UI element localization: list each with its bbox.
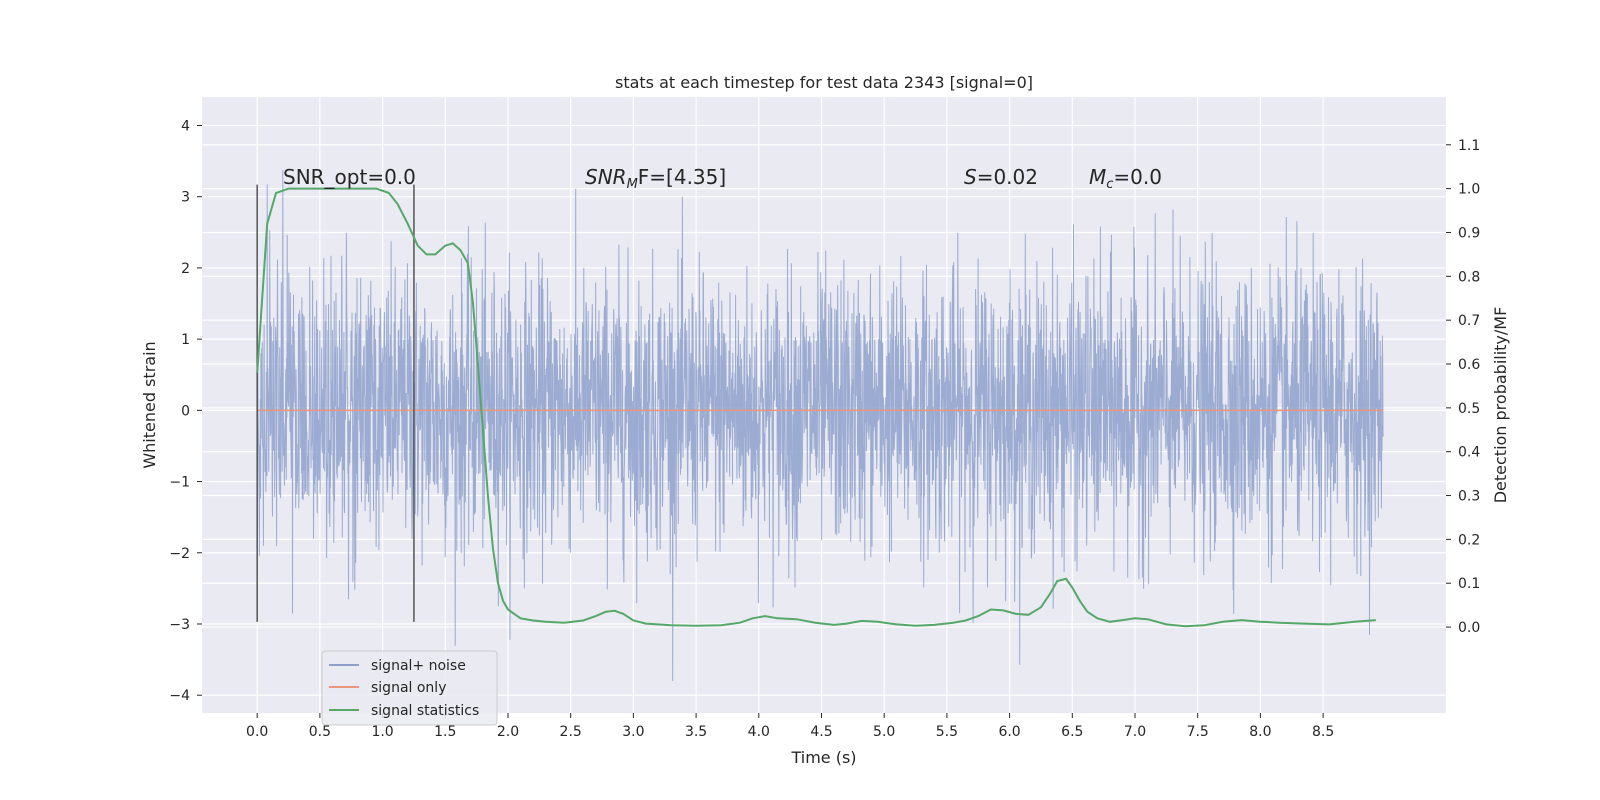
x-tick-label: 1.5 xyxy=(434,724,456,740)
x-tick-label: 7.5 xyxy=(1187,724,1209,740)
annotation-mc-subscript: c xyxy=(1106,177,1113,192)
y-right-tick-label: 0.7 xyxy=(1458,313,1480,329)
annotation-snr-mf-symbol: SNR xyxy=(585,165,627,189)
y-tick-label: 1 xyxy=(181,332,190,348)
x-tick-label: 6.5 xyxy=(1061,724,1083,740)
x-tick-label: 6.0 xyxy=(998,724,1020,740)
x-tick-label: 7.0 xyxy=(1124,724,1146,740)
y-right-tick-label: 0.1 xyxy=(1458,576,1480,592)
annotation-snr-mf: SNRMF=[4.35] xyxy=(585,165,726,192)
y-right-axis-label: Detection probability/MF xyxy=(1491,307,1510,504)
tick-labels: 0.0 0.5 1.0 1.5 2.0 2.5 3.0 3.5 4.0 4.5 5.0 5.5 6.0 6… xyxy=(169,118,1480,740)
y-right-tick-label: 0.9 xyxy=(1458,225,1480,241)
x-tick-label: 2.5 xyxy=(560,724,582,740)
legend-label-signal-noise: signal+ noise xyxy=(371,658,466,674)
y-tick-label: −3 xyxy=(169,617,190,633)
series-signal-statistics xyxy=(256,187,1376,628)
noise-series xyxy=(256,170,1384,682)
x-tick-label: 2.0 xyxy=(497,724,519,740)
x-tick-label: 1.0 xyxy=(371,724,393,740)
x-tick-label: 4.0 xyxy=(748,724,770,740)
annotation-s-symbol: S xyxy=(964,165,977,189)
y-tick-label: 4 xyxy=(181,118,190,134)
annotation-s-value: =0.02 xyxy=(977,165,1038,189)
legend-box xyxy=(321,650,498,726)
y-right-tick-label: 1.0 xyxy=(1458,182,1480,198)
annotation-snr-mf-subscript: M xyxy=(627,177,638,192)
legend: signal+ noise signal only signal statist… xyxy=(321,650,498,726)
x-tick-label: 5.0 xyxy=(873,724,895,740)
y-axis-label: Whitened strain xyxy=(140,341,159,468)
x-tick-label: 3.0 xyxy=(622,724,644,740)
line-series xyxy=(256,184,1384,628)
x-tick-label: 3.5 xyxy=(685,724,707,740)
y-tick-label: 2 xyxy=(181,261,190,277)
x-tick-label: 8.5 xyxy=(1312,724,1334,740)
x-tick-label: 8.0 xyxy=(1249,724,1271,740)
y-right-tick-label: 0.0 xyxy=(1458,620,1480,636)
y-right-tick-label: 0.2 xyxy=(1458,532,1480,548)
y-tick-label: 0 xyxy=(181,403,190,419)
x-tick-label: 4.5 xyxy=(810,724,832,740)
legend-label-signal-statistics: signal statistics xyxy=(371,703,479,719)
x-axis-label: Time (s) xyxy=(790,748,856,767)
annotation-mc: Mc=0.0 xyxy=(1089,165,1162,192)
annotation-snr-mf-value: F=[4.35] xyxy=(638,165,726,189)
y-tick-label: −4 xyxy=(169,688,190,704)
y-right-tick-label: 0.5 xyxy=(1458,401,1480,417)
x-tick-label: 0.0 xyxy=(246,724,268,740)
x-tick-label: 5.5 xyxy=(936,724,958,740)
y-right-tick-label: 0.4 xyxy=(1458,445,1480,461)
y-right-tick-label: 0.3 xyxy=(1458,489,1480,505)
annotation-s: S=0.02 xyxy=(964,165,1038,189)
y-tick-label: −1 xyxy=(169,475,190,491)
legend-label-signal-only: signal only xyxy=(371,680,446,696)
y-tick-label: −2 xyxy=(169,546,190,562)
y-right-tick-label: 1.1 xyxy=(1458,138,1480,154)
annotation-mc-value: =0.0 xyxy=(1113,165,1162,189)
chart-title: stats at each timestep for test data 234… xyxy=(615,73,1033,92)
series-signal-noise xyxy=(256,170,1384,682)
y-tick-label: 3 xyxy=(181,190,190,206)
y-right-tick-label: 0.8 xyxy=(1458,269,1480,285)
x-tick-label: 0.5 xyxy=(309,724,331,740)
y-right-tick-label: 0.6 xyxy=(1458,357,1480,373)
annotation-snr-opt: SNR_opt=0.0 xyxy=(283,165,416,189)
annotation-mc-symbol: M xyxy=(1089,165,1106,189)
